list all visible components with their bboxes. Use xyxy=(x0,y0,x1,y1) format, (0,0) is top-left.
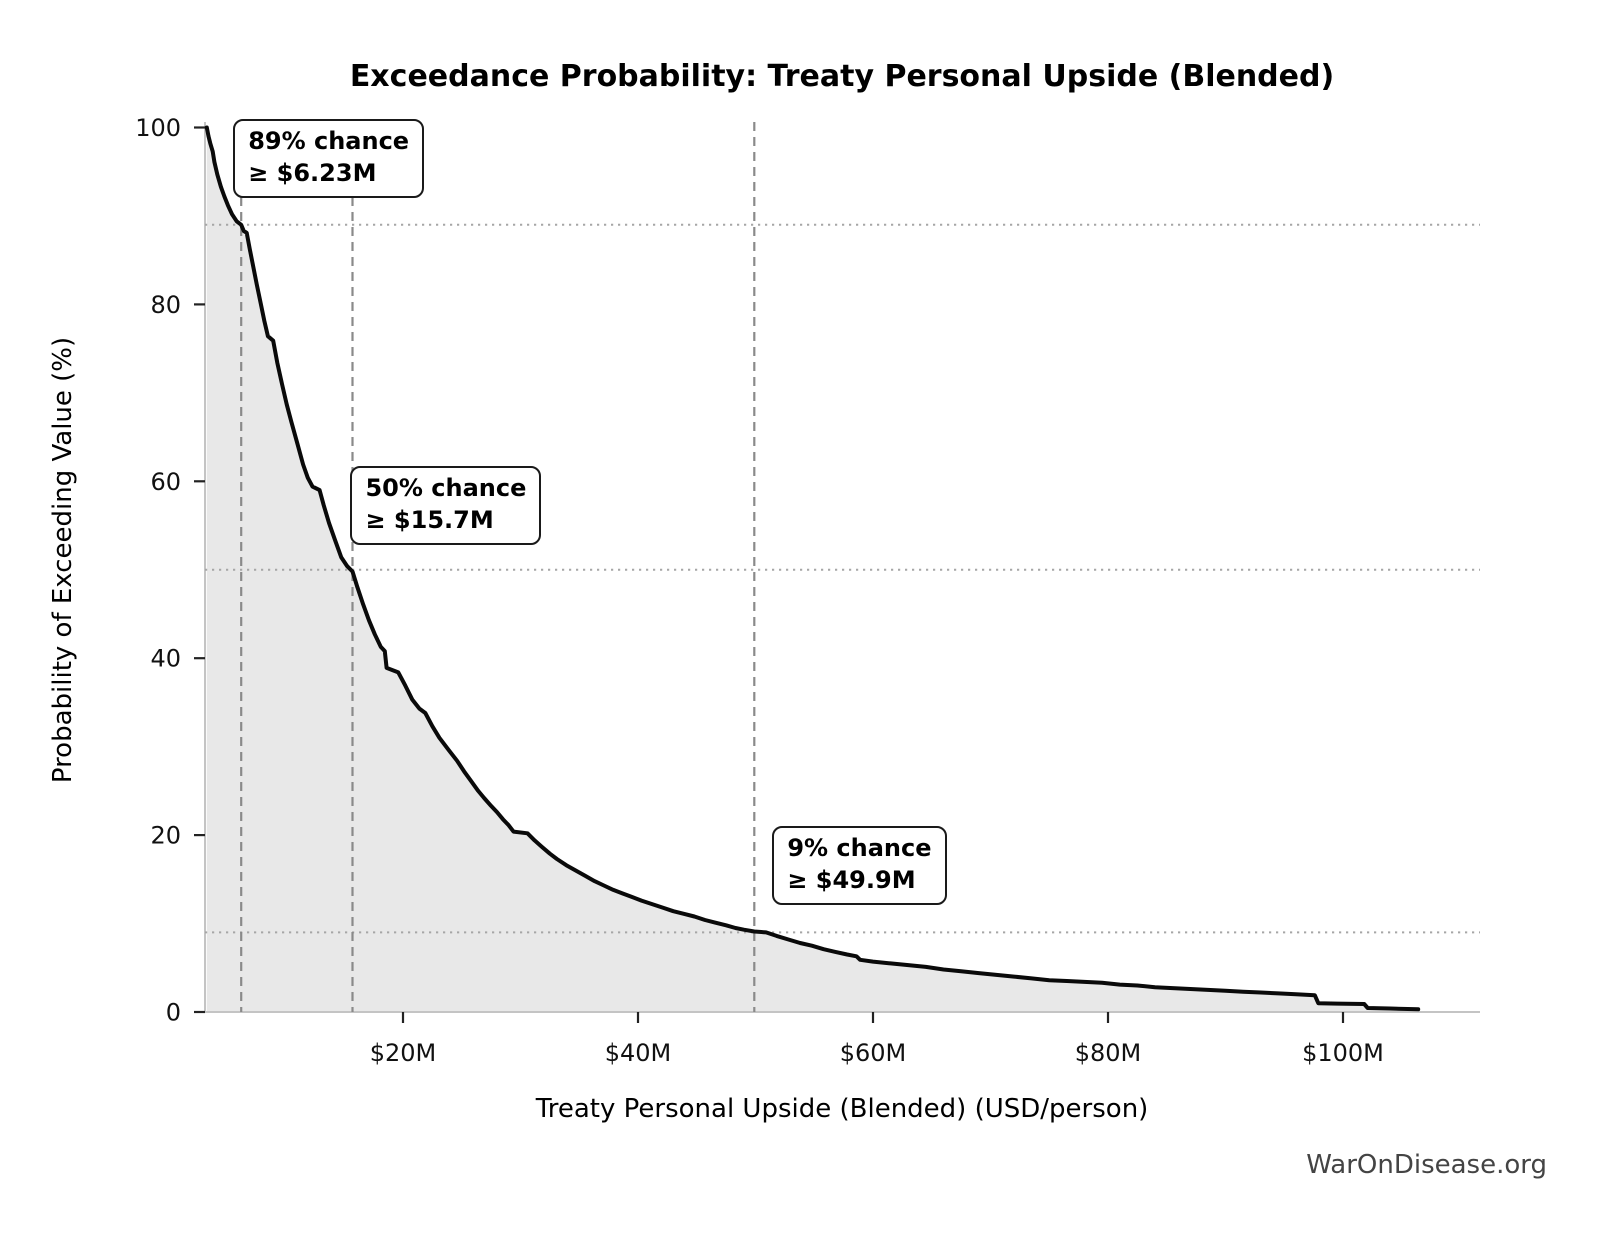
x-tick-label-100: $100M xyxy=(1302,1039,1384,1067)
plot-layers: $20M $40M $60M $80M $100M 0 20 40 60 80 100 xyxy=(135,114,1480,1067)
y-tick-label-0: 0 xyxy=(166,999,181,1027)
chart-title: Exceedance Probability: Treaty Personal … xyxy=(350,59,1334,94)
watermark: WarOnDisease.org xyxy=(1306,1150,1547,1180)
x-tick-label-20: $20M xyxy=(370,1039,437,1067)
annotation-box-89pct: 89% chance ≥ $6.23M xyxy=(233,119,425,199)
annotation-line1: 89% chance xyxy=(248,127,410,155)
y-tick-label-40: 40 xyxy=(150,645,181,673)
x-tick-label-80: $80M xyxy=(1075,1039,1142,1067)
annotation-line1: 9% chance xyxy=(787,834,932,862)
annotation-line2: ≥ $15.7M xyxy=(365,505,494,534)
y-tick-label-20: 20 xyxy=(150,822,181,850)
annotation-box-9pct: 9% chance ≥ $49.9M xyxy=(772,826,947,906)
annotation-line1: 50% chance xyxy=(365,474,527,502)
x-tick-label-60: $60M xyxy=(840,1039,907,1067)
annotation-line2: ≥ $49.9M xyxy=(787,865,916,894)
annotation-line2: ≥ $6.23M xyxy=(248,158,377,187)
x-tick-label-40: $40M xyxy=(605,1039,672,1067)
area-fill xyxy=(206,127,1419,1012)
x-axis-label: Treaty Personal Upside (Blended) (USD/pe… xyxy=(535,1094,1149,1124)
y-axis-label: Probability of Exceeding Value (%) xyxy=(48,337,78,783)
annotation-box-50pct: 50% chance ≥ $15.7M xyxy=(350,466,542,546)
y-tick-label-100: 100 xyxy=(135,114,181,142)
y-tick-label-80: 80 xyxy=(150,291,181,319)
y-tick-label-60: 60 xyxy=(150,468,181,496)
exceedance-curve xyxy=(204,125,1421,1012)
